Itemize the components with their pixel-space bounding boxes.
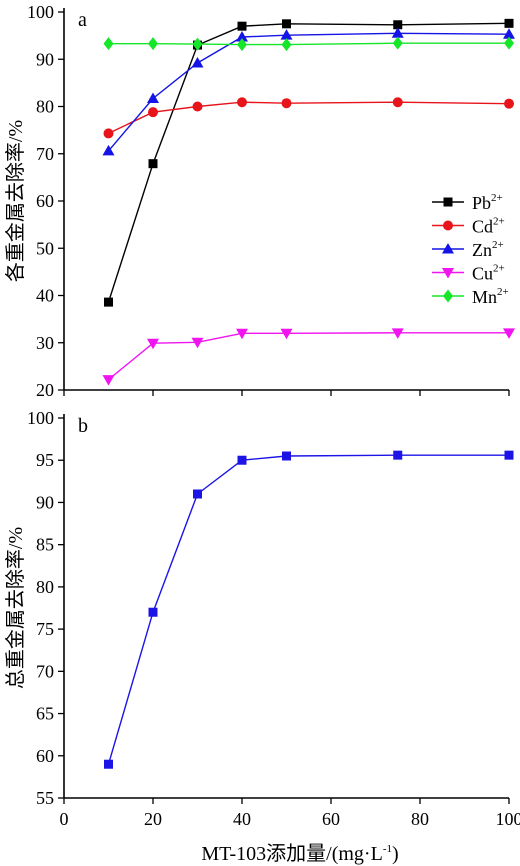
y-tick-label: 75 <box>36 619 54 639</box>
data-point-zn <box>503 28 515 39</box>
y-tick-label: 90 <box>36 49 54 69</box>
data-point-mn <box>103 37 114 51</box>
data-point-series-0 <box>148 607 158 617</box>
data-point-cu <box>236 328 248 340</box>
data-point-pb <box>504 18 514 28</box>
legend-label-cu: Cu2+ <box>472 263 505 284</box>
y-tick-label: 65 <box>36 704 54 724</box>
x-tick-label: 0 <box>60 809 69 829</box>
data-point-cd <box>281 98 292 109</box>
y-tick-label: 20 <box>36 380 54 400</box>
y-tick-label: 60 <box>36 191 54 211</box>
y-tick-label: 95 <box>36 450 54 470</box>
data-point-zn <box>191 57 204 68</box>
y-tick-label: 80 <box>36 97 54 117</box>
y-tick-label: 40 <box>36 286 54 306</box>
legend-marker-pb <box>443 197 453 207</box>
y-axis-label: 总重金属去除率/% <box>4 527 27 689</box>
data-point-cd <box>392 97 403 108</box>
series-line-series-0 <box>107 454 509 765</box>
data-point-series-0 <box>393 450 403 460</box>
y-tick-label: 80 <box>36 577 54 597</box>
data-point-mn <box>281 38 292 52</box>
data-point-series-0 <box>282 451 291 461</box>
x-tick-label: 80 <box>411 809 429 829</box>
legend-label-zn: Zn2+ <box>472 239 504 260</box>
data-point-series-0 <box>504 450 514 460</box>
data-point-cd <box>103 128 114 139</box>
y-tick-label: 85 <box>36 535 54 555</box>
legend-label-cd: Cd2+ <box>472 216 505 237</box>
data-point-cd <box>192 101 203 112</box>
y-tick-label: 70 <box>36 144 54 164</box>
x-axis-label: MT-103添加量/(mg·L-1) <box>201 842 398 865</box>
series-line-cu <box>108 332 509 381</box>
y-tick-label: 30 <box>36 333 54 353</box>
legend-marker-mn <box>443 289 453 303</box>
series-line-pb <box>107 22 510 303</box>
data-point-pb <box>148 159 158 169</box>
data-point-cu <box>391 328 404 339</box>
data-point-zn <box>280 29 293 40</box>
series-line-mn <box>108 42 509 46</box>
legend-marker-zn <box>442 243 454 254</box>
y-tick-label: 50 <box>36 238 54 258</box>
data-point-cd <box>504 98 514 109</box>
legend-marker-cu <box>442 268 454 279</box>
y-tick-label: 70 <box>36 661 54 681</box>
series-line-cd <box>108 101 510 135</box>
legend: Pb2+ Cd2+Zn2+ Cu2+Mn2+ <box>432 192 509 307</box>
x-tick-label: 20 <box>144 809 162 829</box>
data-point-zn <box>391 27 404 38</box>
y-axis-label: 各重金属去除率/% <box>4 120 27 282</box>
panel-label: b <box>78 415 88 437</box>
data-point-mn <box>192 37 203 51</box>
data-point-mn <box>148 37 158 51</box>
legend-label-mn: Mn2+ <box>472 286 509 307</box>
panel-label: a <box>78 9 87 31</box>
data-point-cu <box>280 328 293 340</box>
data-point-pb <box>393 20 403 30</box>
data-point-pb <box>237 21 247 31</box>
y-tick-label: 100 <box>27 408 54 428</box>
x-tick-label: 40 <box>233 809 251 829</box>
data-point-cu <box>191 337 204 349</box>
y-tick-label: 60 <box>36 746 54 766</box>
data-point-pb <box>104 297 113 307</box>
y-tick-label: 90 <box>36 492 54 512</box>
x-tick-label: 60 <box>322 809 340 829</box>
y-tick-label: 100 <box>27 2 54 22</box>
data-point-mn <box>237 38 247 52</box>
x-tick-label: 100 <box>496 809 520 829</box>
data-point-cu <box>503 328 515 339</box>
data-point-zn <box>102 144 115 156</box>
data-point-pb <box>282 19 291 29</box>
data-point-mn <box>504 36 514 50</box>
legend-marker-cd <box>443 220 453 231</box>
panel-b: 55 60 65 70 75 80 85 90 95 100 0 20 40 60 80 100 b 总重金属去除… <box>4 408 520 865</box>
y-tick-label: 55 <box>36 788 54 808</box>
series-line-zn <box>107 32 510 152</box>
data-point-cd <box>148 107 158 118</box>
data-point-series-0 <box>193 489 202 499</box>
panel-a: 20 30 40 50 60 70 80 90 100 a 各重金属去除率/% Pb2+ Cd2+Zn2… <box>4 2 515 400</box>
data-point-zn <box>147 92 159 103</box>
data-point-cu <box>147 338 159 350</box>
data-point-cu <box>102 375 115 386</box>
data-point-mn <box>392 36 403 50</box>
data-point-zn <box>236 31 248 42</box>
data-point-series-0 <box>104 759 113 769</box>
data-point-cd <box>237 97 247 108</box>
legend-label-pb: Pb2+ <box>472 192 503 213</box>
data-point-series-0 <box>237 455 247 465</box>
